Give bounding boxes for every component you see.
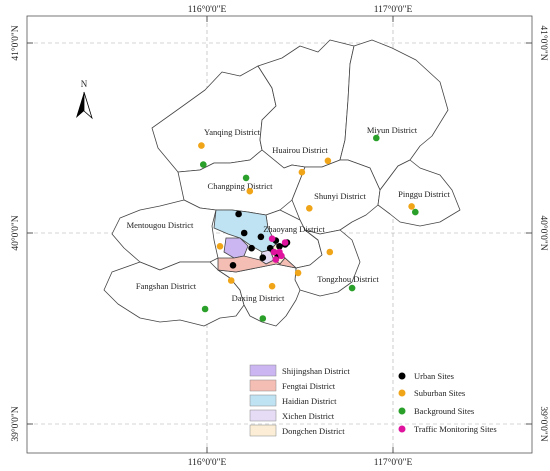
north-arrow-label: N [81, 79, 88, 89]
suburban-site-marker [306, 205, 313, 212]
legend-sites: Urban Sites Suburban Sites Background Si… [398, 371, 497, 434]
urban-site-marker [276, 243, 283, 250]
coord-left-39n: 39°0'0"N [10, 406, 21, 441]
legend-label-background: Background Sites [414, 406, 474, 416]
legend-label-shijingshan: Shijingshan District [282, 366, 350, 376]
legend-swatch-haidian [249, 394, 277, 407]
suburban-site-marker [246, 187, 254, 195]
background-site-marker [348, 284, 356, 292]
traffic-site-marker [281, 239, 289, 246]
coord-right-39n: 39°0'0"N [538, 406, 549, 441]
coord-bottom-117e: 117°0'0"E [374, 457, 413, 468]
urban-site-marker [248, 244, 255, 252]
district-label-pinggu: Pinggu District [398, 189, 450, 199]
districts [103, 39, 461, 327]
suburban-site-marker [198, 142, 205, 149]
legend-label-dongcheng: Dongchen District [282, 426, 345, 436]
suburban-site-marker [294, 269, 302, 277]
urban-site-marker [257, 233, 265, 241]
district-label-miyun: Miyun District [367, 125, 418, 135]
district-label-mentougou: Mentougou District [127, 220, 194, 230]
district-pinggu [377, 159, 461, 227]
district-tongzhou [294, 229, 361, 297]
legend-swatch-shijingshan [249, 364, 277, 377]
urban-site-marker [235, 210, 242, 218]
coord-right-40n: 40°0'0"N [538, 215, 549, 250]
legend-swatch-dongcheng [249, 424, 277, 437]
district-shunyi [291, 159, 381, 235]
district-label-huairou: Huairou District [272, 145, 328, 155]
urban-site-marker [229, 262, 237, 269]
district-label-changping: Changping District [208, 181, 274, 191]
suburban-site-marker [326, 248, 334, 256]
map-frame [26, 15, 533, 454]
district-mentougou [111, 199, 219, 271]
district-label-tongzhou: Tongzhou District [317, 274, 379, 284]
legend-regions: Shijingshan District Fengtai District Ha… [249, 364, 350, 437]
district-fangshan [103, 261, 245, 327]
district-label-shunyi: Shunyi District [314, 191, 366, 201]
background-site-marker [242, 174, 250, 182]
legend-label-xicheng: Xichen District [282, 411, 335, 421]
urban-site-marker [259, 254, 267, 261]
background-site-marker [412, 208, 419, 216]
traffic-site-marker [270, 248, 278, 256]
legend-label-suburban: Suburban Sites [414, 388, 465, 398]
legend-label-haidian: Haidian District [282, 396, 337, 406]
district-label-daxing: Daxing District [232, 293, 285, 303]
legend-swatch-xicheng [249, 409, 277, 422]
monitoring-sites [198, 134, 419, 322]
district-label-zhaoyang: Zhaoyang District [263, 224, 325, 234]
background-site-marker [259, 315, 267, 322]
suburban-site-marker [268, 282, 276, 290]
suburban-site-marker [298, 168, 306, 176]
district-label-fangshan: Fangshan District [136, 281, 197, 291]
background-site-marker [200, 161, 207, 168]
suburban-site-marker [408, 203, 415, 210]
traffic-site-marker [272, 256, 280, 263]
legend-label-fengtai: Fengtai District [282, 381, 336, 391]
legend-label-traffic: Traffic Monitoring Sites [414, 424, 497, 434]
coord-left-41n: 41°0'0"N [10, 25, 21, 60]
legend-marker-urban [398, 372, 406, 380]
coord-right-41n: 41°0'0"N [538, 25, 549, 60]
legend-marker-traffic [398, 425, 406, 433]
traffic-site-marker [278, 252, 285, 260]
legend-label-urban: Urban Sites [414, 371, 454, 381]
district-label-yanqing: Yanqing District [204, 127, 261, 137]
urban-site-marker [240, 229, 248, 237]
legend-swatch-fengtai [249, 379, 277, 392]
background-site-marker [373, 134, 380, 142]
suburban-site-marker [227, 277, 235, 284]
suburban-site-marker [216, 243, 224, 250]
coord-left-40n: 40°0'0"N [10, 215, 21, 250]
north-arrow-icon [76, 91, 93, 120]
coord-bottom-116e: 116°0'0"E [188, 457, 227, 468]
legend-marker-suburban [398, 389, 406, 397]
coord-top-117e: 117°0'0"E [374, 4, 413, 15]
background-site-marker [201, 305, 209, 313]
traffic-site-marker [268, 235, 276, 242]
legend-marker-background [398, 407, 406, 415]
suburban-site-marker [324, 157, 332, 165]
district-fengtai [217, 255, 298, 273]
coord-top-116e: 116°0'0"E [188, 4, 227, 15]
